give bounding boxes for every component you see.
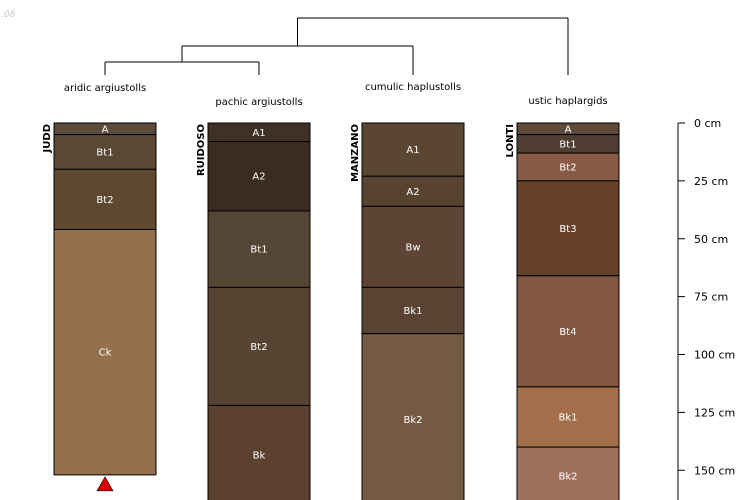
horizon-label: Bt1 bbox=[559, 139, 576, 150]
site-label: JUDD bbox=[42, 124, 53, 153]
horizon-bt1 bbox=[53, 134, 157, 170]
horizon-a1 bbox=[361, 122, 465, 177]
horizon-label: A bbox=[565, 124, 572, 135]
horizon-bt4 bbox=[516, 275, 620, 388]
site-label: RUIDOSO bbox=[196, 124, 207, 176]
horizon-bt2 bbox=[207, 286, 311, 406]
site-label: LONTI bbox=[505, 124, 516, 157]
horizon-bt1 bbox=[207, 210, 311, 288]
horizon-bt2 bbox=[516, 152, 620, 182]
dendrogram bbox=[104, 17, 569, 75]
depth-tick-label: 75 cm bbox=[694, 291, 728, 304]
horizon-label: Bk1 bbox=[403, 306, 422, 317]
horizon-label: A2 bbox=[406, 187, 419, 198]
horizon-label: Bt2 bbox=[559, 162, 576, 173]
horizon-label: A bbox=[102, 124, 109, 135]
horizon-label: A2 bbox=[252, 172, 265, 183]
horizon-label: A1 bbox=[406, 145, 419, 156]
horizon-bk1 bbox=[361, 286, 465, 335]
depth-tick-label: 100 cm bbox=[694, 349, 735, 362]
horizon-label: A1 bbox=[252, 128, 265, 139]
horizon-label: Bk1 bbox=[558, 413, 577, 424]
profile-manzano: A1 A2 Bw Bk1 Bk2 MANZANO cumulic haplustolls bbox=[350, 82, 465, 500]
horizon-bk1 bbox=[516, 386, 620, 448]
taxon-label: ustic haplargids bbox=[528, 96, 607, 107]
horizon-label: Bk bbox=[253, 451, 266, 462]
horizon-ck bbox=[53, 228, 157, 476]
profile-ruidoso: A1 A2 Bt1 Bt2 Bk RUIDOSO pachic argiustolls bbox=[196, 97, 311, 500]
horizon-bt2 bbox=[53, 168, 157, 230]
horizon-bt3 bbox=[516, 180, 620, 277]
horizon-label: Ck bbox=[99, 348, 112, 359]
profile-judd: A Bt1 Bt2 Ck JUDD aridic argiustolls bbox=[42, 83, 157, 492]
horizon-label: Bt3 bbox=[559, 224, 576, 235]
taxon-label: cumulic haplustolls bbox=[365, 82, 461, 93]
depth-axis: 0 cm 25 cm 50 cm 75 cm 100 cm 125 cm 150 cm bbox=[677, 117, 735, 500]
horizon-bk2 bbox=[361, 333, 465, 500]
horizon-label: Bw bbox=[405, 242, 420, 253]
horizon-label: Bt1 bbox=[250, 245, 267, 256]
horizon-label: Bt4 bbox=[559, 327, 576, 338]
horizon-label: Bt2 bbox=[96, 195, 113, 206]
horizon-bk bbox=[207, 404, 311, 500]
profiles: A Bt1 Bt2 Ck JUDD aridic argiustolls A1 A2 Bt1 Bt… bbox=[42, 82, 620, 500]
depth-tick-label: 50 cm bbox=[694, 233, 728, 246]
profile-lonti: A Bt1 Bt2 Bt3 Bt4 Bk1 Bk2 LONTI ustic haplargids bbox=[505, 96, 620, 500]
horizon-label: Bk2 bbox=[403, 415, 422, 426]
depth-tick-label: 150 cm bbox=[694, 464, 735, 477]
bottom-marker-icon bbox=[96, 476, 114, 492]
horizon-bw bbox=[361, 205, 465, 288]
corner-fragment: .08 bbox=[1, 10, 16, 20]
taxon-label: aridic argiustolls bbox=[64, 83, 146, 94]
horizon-label: Bk2 bbox=[558, 472, 577, 483]
taxon-label: pachic argiustolls bbox=[215, 97, 302, 108]
depth-tick-label: 25 cm bbox=[694, 175, 728, 188]
horizon-bk2 bbox=[516, 446, 620, 500]
depth-tick-label: 0 cm bbox=[694, 117, 721, 130]
horizon-label: Bt2 bbox=[250, 342, 267, 353]
horizon-label: Bt1 bbox=[96, 147, 113, 158]
horizon-a2 bbox=[207, 141, 311, 212]
site-label: MANZANO bbox=[350, 124, 361, 182]
depth-tick-label: 125 cm bbox=[694, 406, 735, 419]
